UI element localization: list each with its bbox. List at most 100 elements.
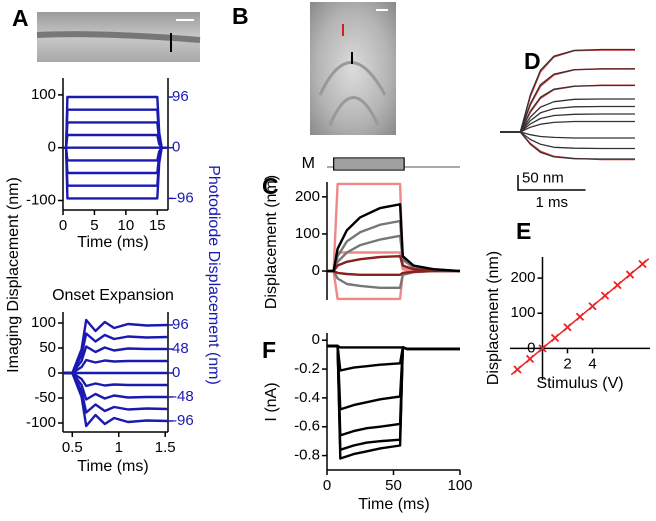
x-axis-label: Stimulus (V)	[536, 375, 623, 392]
trace	[327, 203, 461, 273]
trace	[327, 344, 460, 460]
point	[638, 259, 647, 269]
y2-tick-label: -96	[172, 189, 194, 206]
x-tick-label: 100	[447, 477, 472, 494]
y-tick-label: -100	[26, 191, 56, 208]
panel-label: C	[262, 173, 279, 199]
trace	[63, 358, 168, 375]
trace	[327, 234, 461, 273]
y-tick-label: 200	[295, 188, 320, 205]
trace	[500, 131, 635, 160]
micrograph	[310, 2, 396, 135]
trace	[327, 269, 460, 276]
trace	[327, 182, 460, 273]
stimulus-label: M	[302, 155, 315, 172]
scale-bar	[517, 175, 586, 191]
point	[625, 270, 635, 279]
x-tick-label: 0	[323, 477, 331, 494]
trace	[63, 371, 168, 401]
x-tick-label: 0.5	[62, 439, 83, 456]
hair-bundle	[36, 31, 201, 43]
y2-axis-label: Photodiode Displacement (nm)	[205, 165, 222, 385]
y-tick-label: 0	[48, 364, 56, 381]
y-tick-label: -100	[26, 414, 56, 431]
trace	[500, 49, 635, 133]
y2-tick-label: -96	[172, 412, 194, 429]
y-tick-label: 50	[39, 339, 56, 356]
image-b	[310, 2, 396, 135]
y-tick-label: -50	[34, 389, 56, 406]
y-tick-label: 0	[312, 331, 320, 348]
y2-tick-label: 96	[172, 316, 189, 333]
trace	[500, 131, 635, 150]
y-tick-label: -0.2	[294, 360, 320, 377]
panel-label: E	[516, 218, 531, 244]
point	[538, 344, 547, 353]
x-axis-label: Time (ms)	[77, 234, 148, 251]
point	[600, 291, 610, 300]
y-tick-label: 100	[295, 225, 320, 242]
x-tick-label: 0	[59, 217, 67, 234]
y-axis-label: Displacement (nm)	[263, 175, 280, 309]
y2-tick-label: 0	[172, 364, 180, 381]
trace	[63, 146, 168, 200]
x-tick-label: 10	[118, 217, 135, 234]
panel-label: A	[12, 5, 29, 31]
y-tick-label: -0.6	[294, 418, 320, 435]
x-tick-label: 15	[149, 217, 166, 234]
trace	[500, 84, 635, 133]
trace	[63, 133, 168, 149]
point	[588, 302, 597, 311]
panel-label: B	[232, 3, 249, 29]
y2-tick-label: 48	[172, 340, 189, 357]
y-tick-label: 0	[312, 262, 320, 279]
trace	[63, 371, 169, 428]
x-tick-label: 5	[90, 217, 98, 234]
point	[575, 312, 585, 321]
point	[563, 323, 572, 332]
y-tick-label: -0.4	[294, 389, 320, 406]
y2-tick-label: -48	[172, 388, 194, 405]
y-tick-label: 100	[31, 86, 56, 103]
trace	[327, 255, 461, 273]
x-axis-label: Time (ms)	[77, 458, 148, 475]
y-tick-label: 100	[31, 314, 56, 331]
trace	[63, 146, 168, 162]
point	[613, 280, 622, 290]
trace	[63, 332, 169, 375]
trace	[63, 108, 168, 149]
scale-bar-y-label: 50 nm	[522, 169, 564, 186]
x-tick-label: 50	[385, 477, 402, 494]
x-tick-label: 4	[588, 355, 596, 372]
trace	[500, 48, 635, 133]
trace	[63, 345, 168, 375]
trace	[63, 146, 168, 187]
y-tick-label: 200	[510, 269, 535, 286]
trace	[500, 131, 635, 161]
x-tick-label: 1.5	[155, 439, 176, 456]
y-axis-label: Displacement (nm)	[485, 251, 502, 385]
trace	[327, 344, 460, 437]
trace	[500, 113, 635, 133]
y2-tick-label: 96	[172, 88, 189, 105]
trace	[327, 344, 460, 411]
y2-tick-label: 0	[172, 139, 180, 156]
trace	[63, 318, 169, 375]
point	[525, 354, 535, 364]
point	[550, 333, 560, 342]
trace	[63, 371, 168, 388]
x-tick-label: 2	[563, 355, 571, 372]
y-tick-label: 0	[527, 339, 535, 356]
x-tick-label: 1	[115, 439, 123, 456]
y-axis-label: Imaging Displacement (nm)	[5, 177, 22, 373]
image-a	[36, 12, 201, 62]
point	[513, 365, 522, 374]
y-tick-label: -0.8	[294, 447, 320, 464]
panel-label: F	[262, 337, 276, 363]
y-tick-label: 0	[48, 139, 56, 156]
trace	[500, 120, 635, 133]
y-axis-label: I (nA)	[263, 382, 280, 421]
trace	[500, 98, 635, 133]
trace	[500, 105, 635, 133]
